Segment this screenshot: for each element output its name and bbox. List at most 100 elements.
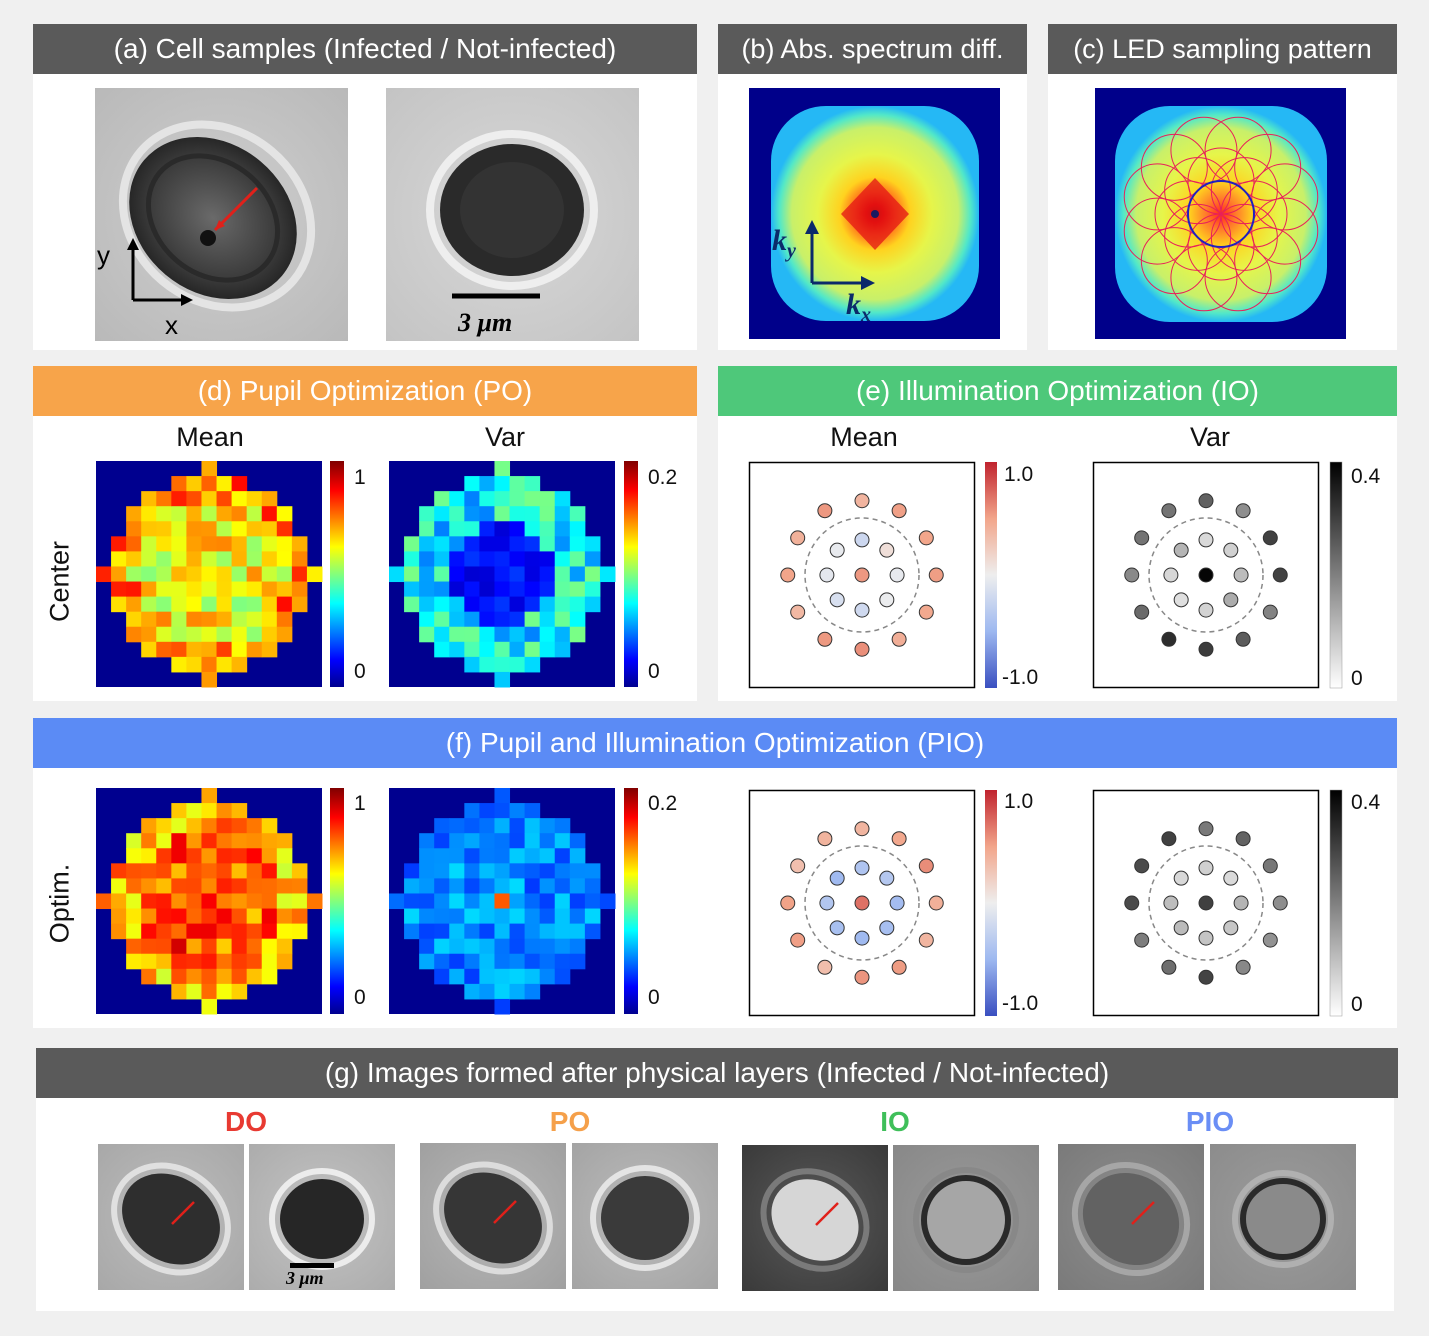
pupil-pixel: [171, 506, 187, 522]
pupil-pixel: [524, 506, 541, 522]
pupil-pixel: [449, 596, 465, 613]
pupil-pixel: [419, 878, 435, 894]
pupil-pixel: [186, 968, 202, 985]
pupil-pixel: [554, 581, 571, 598]
led-dot: [817, 959, 833, 975]
g-scale-bar: [290, 1263, 334, 1268]
pupil-pixel: [464, 656, 480, 673]
pupil-pixel: [524, 566, 541, 583]
pupil-pixel: [569, 551, 586, 567]
pupil-pixel: [201, 551, 218, 567]
pupil-pixel: [141, 908, 157, 925]
led-dot: [1272, 895, 1288, 911]
pupil-pixel: [494, 953, 511, 970]
led-dot: [854, 493, 870, 509]
pupil-pixel: [186, 611, 202, 628]
pupil-pixel: [276, 878, 293, 894]
led-dot: [918, 858, 934, 874]
pupil-pixel: [509, 983, 526, 1000]
pupil-pixel: [186, 848, 202, 864]
pupil-pixel: [434, 566, 450, 583]
led-dot: [819, 567, 835, 583]
led-dot: [780, 895, 796, 911]
pupil-pixel: [434, 626, 450, 643]
pupil-pixel: [291, 923, 308, 940]
pupil-pixel: [449, 908, 465, 925]
pupil-pixel: [494, 818, 511, 834]
pupil-pixel: [524, 596, 541, 613]
pupil-pixel: [479, 506, 495, 522]
pupil-pixel: [201, 878, 218, 894]
pupil-pixel: [419, 611, 435, 628]
pupil-pixel: [231, 848, 248, 864]
pupil-pixel: [276, 581, 293, 598]
pupil-pixel: [261, 848, 278, 864]
pupil-pixel: [584, 536, 601, 552]
pupil-pixel: [539, 968, 556, 985]
pupil-pixel: [261, 581, 278, 598]
pupil-pixel: [246, 833, 263, 849]
led-dot: [780, 567, 796, 583]
pupil-pixel: [509, 491, 526, 507]
pupil-pixel: [156, 878, 172, 894]
led-dot: [1163, 895, 1179, 911]
pupil-pixel: [216, 581, 233, 598]
pupil-pixel: [569, 908, 586, 925]
cb-pv1-min: 0: [648, 660, 660, 683]
pupil-pixel: [246, 878, 263, 894]
pupil-pixel: [141, 506, 157, 522]
colorbar-pupil-mean-2: [330, 788, 344, 1014]
pupil-pixel: [231, 596, 248, 613]
pupil-pixel: [554, 878, 571, 894]
led-dot: [1262, 858, 1278, 874]
pupil-pixel: [479, 596, 495, 613]
infection-arrow: [171, 1201, 195, 1225]
pupil-pixel: [186, 893, 202, 910]
led-dot: [879, 870, 895, 886]
pupil-pixel: [449, 818, 465, 834]
pupil-pixel: [141, 641, 157, 658]
pupil-pixel: [479, 521, 495, 537]
infection-arrow: [1131, 1201, 1155, 1225]
pupil-pixel: [479, 818, 495, 834]
pupil-pixel: [246, 818, 263, 834]
pupil-pixel: [261, 596, 278, 613]
cb-pv1-max: 0.2: [648, 466, 678, 489]
po-not-infected-image: [572, 1143, 718, 1289]
pupil-pixel: [539, 581, 556, 598]
pupil-pixel: [216, 833, 233, 849]
pupil-pixel: [261, 938, 278, 955]
pupil-pixel: [569, 521, 586, 537]
pupil-pixel: [419, 626, 435, 643]
pupil-pixel: [231, 833, 248, 849]
pupil-pixel: [494, 968, 511, 985]
pupil-pixel: [419, 848, 435, 864]
pupil-pixel: [404, 566, 420, 583]
pupil-pixel: [126, 551, 142, 567]
pupil-pixel: [434, 893, 450, 910]
axis-x-label: x: [165, 310, 178, 340]
pupil-pixel: [404, 551, 420, 567]
pupil-pixel: [449, 878, 465, 894]
pupil-pixel: [479, 581, 495, 598]
pupil-pixel: [419, 551, 435, 567]
pupil-pixel: [141, 491, 157, 507]
pupil-pixel: [524, 551, 541, 567]
pupil-pixel: [404, 923, 420, 940]
pupil-pixel: [111, 878, 127, 894]
pupil-pixel: [464, 848, 480, 864]
pupil-pixel: [231, 803, 248, 819]
panel-b: ky kx: [718, 74, 1027, 350]
pupil-pixel: [539, 953, 556, 970]
pupil-pixel: [186, 863, 202, 879]
pupil-pixel: [494, 656, 511, 673]
led-dot: [1198, 821, 1214, 837]
pupil-pixel: [246, 521, 263, 537]
pupil-pixel: [479, 626, 495, 643]
pupil-pixel: [509, 641, 526, 658]
pupil-pixel: [449, 863, 465, 879]
pupil-pixel: [171, 848, 187, 864]
pupil-pixel: [276, 506, 293, 522]
pupil-pixel: [216, 551, 233, 567]
led-dot: [854, 532, 870, 548]
